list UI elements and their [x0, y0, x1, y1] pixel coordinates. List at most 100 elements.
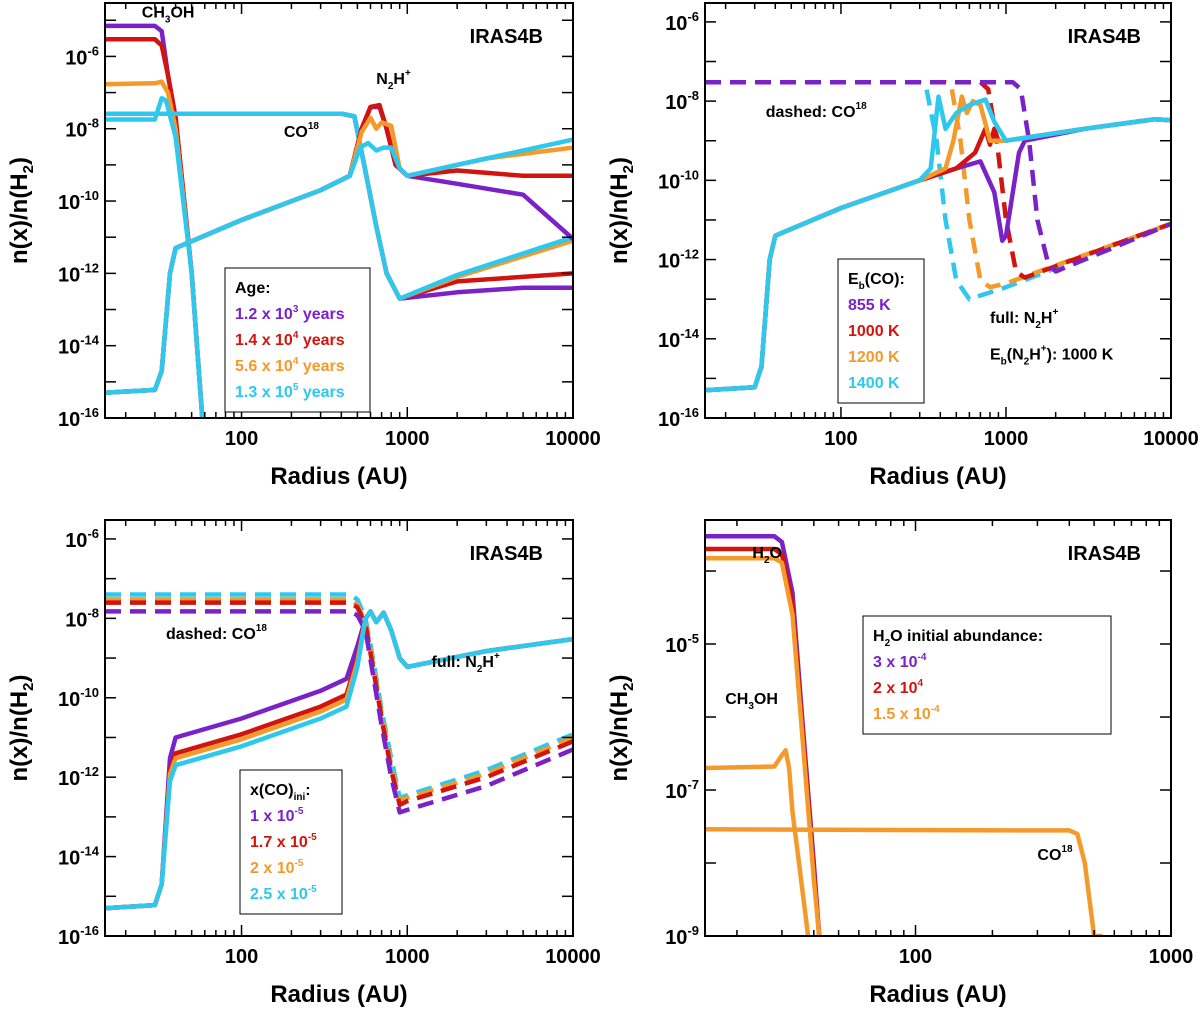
legend-title: Age: — [235, 280, 271, 297]
x-axis-title: Radius (AU) — [270, 463, 407, 490]
x-tick-label: 100 — [225, 428, 258, 450]
legend-box — [862, 615, 1112, 735]
tick-marks — [105, 3, 574, 419]
chart-panel-1: 100 1000 10000 10-16 10-14 10-12 10-10 10-8 10-6… — [6, 2, 601, 490]
x-tick-label: 1000 — [385, 428, 430, 450]
annotation: N2H+ — [376, 68, 411, 92]
annotation: dashed: CO18 — [166, 623, 267, 643]
legend-entry: 1200 K — [848, 349, 900, 366]
y-tick-label: 10-12 — [58, 260, 99, 286]
legend-entry: 2 x 104 — [873, 678, 923, 697]
x-tick-label: 100 — [225, 946, 258, 968]
panel-title: IRAS4B — [1068, 543, 1141, 565]
panel-title: IRAS4B — [470, 26, 543, 48]
y-tick-label: 10-6 — [65, 526, 99, 552]
tick-marks — [705, 520, 1172, 937]
y-tick-label: 10-5 — [665, 631, 699, 657]
y-axis-title: n(x)/n(H2) — [6, 675, 37, 782]
legend-title: Eb(CO): — [848, 271, 905, 292]
legend-entry: 1.4 x 104 years — [235, 330, 345, 349]
legend-entry: 5.6 x 104 years — [235, 356, 345, 375]
x-tick-label: 10000 — [545, 946, 601, 968]
y-tick-label: 10-14 — [58, 333, 100, 359]
y-tick-label: 10-9 — [665, 923, 699, 949]
plot-frame — [704, 519, 1172, 937]
legend-title: x(CO)ini: — [250, 782, 311, 803]
x-tick-label: 1000 — [984, 428, 1029, 450]
tick-marks — [105, 520, 574, 937]
x-tick-label: 10000 — [1143, 428, 1199, 450]
y-tick-label: 10-8 — [65, 116, 99, 142]
y-axis-title: n(x)/n(H2) — [6, 157, 37, 264]
annotation: full: N2H+ — [990, 307, 1058, 331]
annotation: dashed: CO18 — [766, 101, 867, 121]
y-tick-label: 10-16 — [58, 923, 99, 949]
x-tick-label: 1000 — [385, 946, 430, 968]
x-axis-title: Radius (AU) — [270, 981, 407, 1008]
series-line — [105, 111, 573, 301]
annotation: Eb(N2H+): 1000 K — [990, 343, 1114, 367]
legend-box — [837, 258, 925, 404]
legend-entry: 3 x 10-4 — [873, 652, 927, 671]
plot-frame — [104, 2, 574, 419]
series-group — [105, 23, 573, 418]
legend-title: H2O initial abundance: — [873, 628, 1043, 649]
annotation: CH3OH — [725, 691, 778, 712]
plot-frame — [704, 2, 1172, 419]
y-tick-label: 10-6 — [65, 43, 99, 69]
legend-entry: 2 x 10-5 — [250, 858, 304, 877]
annotation: CO18 — [284, 121, 320, 141]
panel-title: IRAS4B — [1068, 26, 1141, 48]
series-group — [105, 592, 573, 911]
series-line — [105, 592, 573, 801]
x-tick-label: 10000 — [545, 428, 601, 450]
x-tick-label: 100 — [824, 428, 857, 450]
legend-entry: 1000 K — [848, 323, 900, 340]
y-tick-label: 10-14 — [58, 844, 100, 870]
legend-entry: 1.3 x 105 years — [235, 382, 345, 401]
annotation: CH3OH — [142, 4, 195, 25]
series-line — [705, 79, 1171, 274]
series-line — [705, 94, 1171, 393]
series-line — [105, 609, 573, 815]
y-tick-label: 10-12 — [58, 764, 99, 790]
x-tick-label: 100 — [899, 946, 932, 968]
legend-entry: 1400 K — [848, 375, 900, 392]
y-tick-label: 10-14 — [658, 326, 700, 352]
y-tick-label: 10-16 — [58, 405, 99, 431]
series-line — [105, 597, 573, 804]
legend-box — [239, 769, 343, 915]
chart-panel-3: 100 1000 10000 10-16 10-14 10-12 10-10 10-8 10-6… — [6, 519, 601, 1008]
series-line — [705, 748, 811, 936]
series-line — [705, 79, 1171, 302]
series-line — [105, 95, 205, 418]
series-line — [705, 555, 822, 936]
series-line — [705, 827, 1103, 936]
plot-frame — [104, 519, 574, 937]
legend-entry: 2.5 x 10-5 — [250, 884, 317, 903]
tick-marks — [705, 3, 1172, 419]
series-group — [705, 79, 1171, 393]
series-line — [105, 600, 573, 808]
panel-title: IRAS4B — [470, 543, 543, 565]
series-group — [705, 533, 1103, 936]
x-tick-label: 1000 — [1149, 946, 1194, 968]
x-axis-title: Radius (AU) — [869, 981, 1006, 1008]
legend-entry: 1.7 x 10-5 — [250, 832, 317, 851]
y-tick-label: 10-7 — [665, 777, 699, 803]
series-line — [705, 79, 1171, 290]
y-tick-label: 10-16 — [658, 405, 699, 431]
y-tick-label: 10-10 — [58, 188, 99, 214]
y-tick-label: 10-10 — [58, 685, 99, 711]
annotation: CO18 — [1037, 844, 1073, 864]
series-line — [105, 137, 573, 395]
series-line — [105, 609, 573, 911]
legend-entry: 1.5 x 10-4 — [873, 704, 940, 723]
legend-entry: 1 x 10-5 — [250, 806, 304, 825]
legend-box — [224, 267, 371, 413]
chart-panel-4: 100 1000 10-9 10-7 10-5 Radius (AU) n(x)/n(H2)… — [606, 519, 1194, 1008]
y-axis-title: n(x)/n(H2) — [606, 675, 637, 782]
y-tick-label: 10-10 — [658, 167, 699, 193]
y-axis-title: n(x)/n(H2) — [606, 157, 637, 264]
